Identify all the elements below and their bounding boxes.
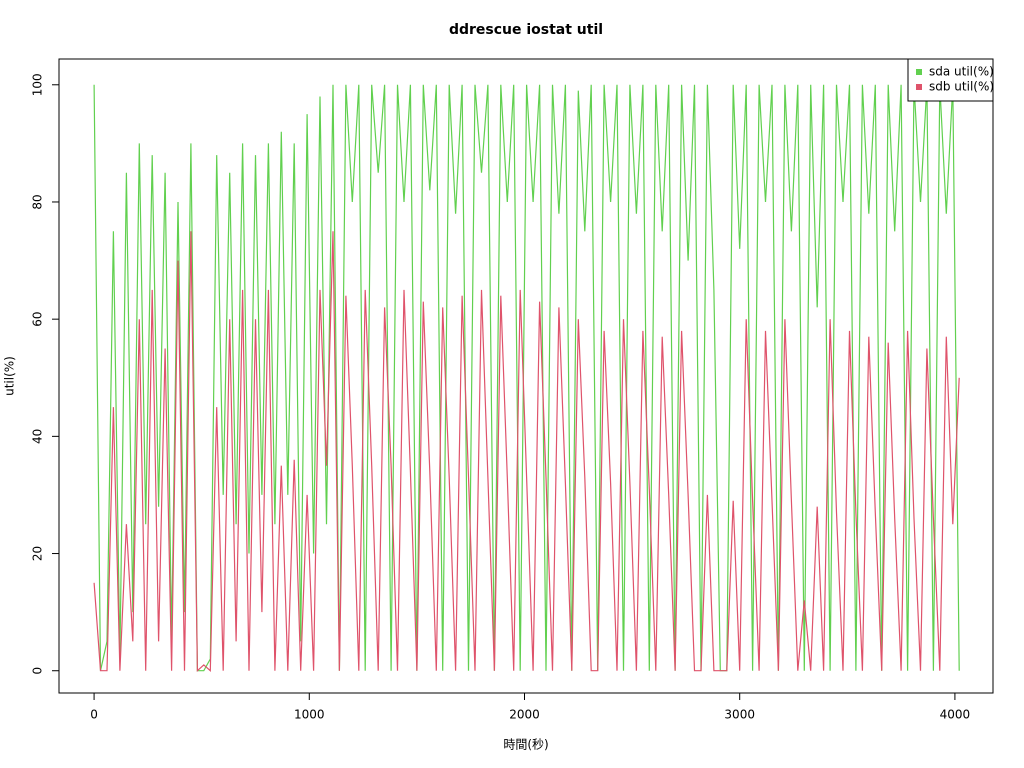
series-line	[93, 84, 960, 672]
legend-label: sda util(%)	[929, 65, 994, 79]
y-tick-label: 60	[31, 312, 45, 327]
x-tick-label: 3000	[724, 708, 755, 722]
legend-box	[907, 58, 994, 102]
y-tick-label: 80	[31, 194, 45, 209]
y-tick-label: 20	[31, 546, 45, 561]
x-axis-label: 時間(秒)	[503, 738, 548, 752]
y-tick-label: 0	[31, 667, 45, 675]
series-line	[93, 231, 960, 673]
y-axis-label: util(%)	[3, 356, 17, 396]
legend-label: sdb util(%)	[929, 80, 994, 94]
x-tick-label: 4000	[940, 708, 971, 722]
legend-swatch	[916, 84, 922, 90]
y-tick-label: 100	[31, 73, 45, 96]
x-tick-label: 2000	[509, 708, 540, 722]
x-tick-label: 0	[90, 708, 98, 722]
chart-title: ddrescue iostat util	[449, 22, 603, 38]
y-tick-label: 40	[31, 429, 45, 444]
legend-swatch	[916, 69, 922, 75]
x-tick-label: 1000	[294, 708, 325, 722]
